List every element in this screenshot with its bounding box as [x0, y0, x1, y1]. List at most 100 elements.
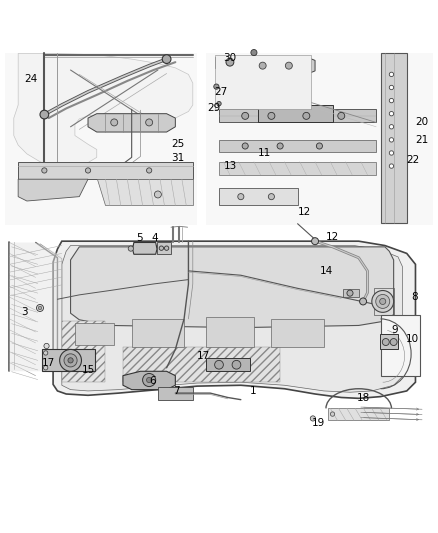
Polygon shape — [343, 289, 359, 297]
Polygon shape — [219, 188, 297, 205]
Text: 12: 12 — [326, 232, 339, 242]
Circle shape — [268, 193, 275, 200]
Circle shape — [232, 360, 241, 369]
Circle shape — [60, 350, 81, 372]
Polygon shape — [18, 161, 193, 179]
Text: 22: 22 — [407, 155, 420, 165]
Polygon shape — [380, 334, 398, 350]
Text: 3: 3 — [21, 308, 28, 317]
Polygon shape — [123, 372, 175, 390]
Polygon shape — [18, 179, 88, 201]
Text: 11: 11 — [258, 148, 272, 158]
Circle shape — [389, 125, 394, 129]
Circle shape — [40, 110, 49, 119]
Circle shape — [159, 246, 163, 251]
Circle shape — [36, 304, 43, 311]
Polygon shape — [14, 53, 193, 167]
Text: 10: 10 — [406, 334, 419, 344]
Circle shape — [147, 168, 152, 173]
Polygon shape — [206, 317, 254, 348]
Polygon shape — [53, 241, 416, 398]
Text: 18: 18 — [357, 393, 370, 403]
Circle shape — [303, 112, 310, 119]
Text: 15: 15 — [81, 365, 95, 375]
Text: 9: 9 — [392, 325, 398, 335]
Circle shape — [389, 72, 394, 77]
Text: 25: 25 — [171, 139, 184, 149]
Text: 29: 29 — [208, 103, 221, 114]
Text: 24: 24 — [25, 74, 38, 84]
Circle shape — [44, 343, 49, 349]
Circle shape — [154, 191, 161, 198]
Circle shape — [389, 111, 394, 116]
Circle shape — [85, 168, 91, 173]
Text: 8: 8 — [411, 292, 418, 302]
Circle shape — [64, 354, 77, 367]
Circle shape — [389, 151, 394, 155]
Circle shape — [372, 290, 394, 312]
Circle shape — [217, 101, 221, 106]
Circle shape — [277, 143, 283, 149]
Polygon shape — [75, 323, 114, 345]
Text: 7: 7 — [173, 386, 180, 396]
Text: 4: 4 — [151, 233, 158, 243]
Circle shape — [42, 168, 47, 173]
Text: 1: 1 — [250, 386, 256, 396]
Text: 12: 12 — [297, 207, 311, 217]
Circle shape — [389, 99, 394, 103]
Circle shape — [376, 294, 390, 309]
Circle shape — [389, 138, 394, 142]
Polygon shape — [157, 243, 171, 254]
Circle shape — [382, 338, 389, 345]
Circle shape — [43, 351, 48, 355]
Text: 30: 30 — [223, 53, 237, 63]
Circle shape — [251, 50, 257, 55]
Polygon shape — [206, 53, 433, 225]
Polygon shape — [215, 57, 245, 68]
Polygon shape — [381, 53, 407, 223]
Text: 17: 17 — [197, 351, 210, 361]
Polygon shape — [272, 319, 324, 348]
Circle shape — [310, 416, 315, 421]
Polygon shape — [42, 350, 95, 372]
Polygon shape — [10, 243, 62, 372]
Polygon shape — [258, 105, 332, 123]
Circle shape — [214, 84, 219, 89]
Circle shape — [380, 298, 386, 304]
Polygon shape — [62, 246, 403, 392]
Circle shape — [259, 62, 266, 69]
Circle shape — [316, 143, 322, 149]
Polygon shape — [328, 408, 389, 420]
Polygon shape — [5, 53, 197, 225]
Circle shape — [268, 112, 275, 119]
Polygon shape — [219, 161, 376, 175]
Text: 6: 6 — [149, 376, 156, 386]
Circle shape — [311, 238, 318, 245]
Bar — [123, 348, 280, 382]
Circle shape — [338, 112, 345, 119]
Bar — [62, 321, 106, 382]
Text: 19: 19 — [311, 418, 325, 428]
Polygon shape — [97, 179, 193, 205]
Polygon shape — [132, 319, 184, 348]
Text: 17: 17 — [42, 358, 56, 368]
Circle shape — [111, 119, 118, 126]
Text: 13: 13 — [223, 161, 237, 171]
Polygon shape — [219, 140, 376, 152]
Circle shape — [360, 298, 367, 305]
Text: 21: 21 — [416, 135, 429, 145]
Polygon shape — [219, 109, 376, 123]
Text: 14: 14 — [319, 266, 333, 276]
Circle shape — [286, 62, 292, 69]
Circle shape — [215, 360, 223, 369]
Circle shape — [68, 358, 73, 363]
Circle shape — [38, 306, 42, 310]
Text: 20: 20 — [416, 117, 429, 127]
Text: 27: 27 — [215, 87, 228, 97]
Circle shape — [242, 112, 249, 119]
Circle shape — [330, 412, 335, 416]
Circle shape — [226, 58, 234, 66]
Text: 31: 31 — [171, 153, 184, 163]
Circle shape — [164, 246, 169, 251]
Circle shape — [242, 143, 248, 149]
